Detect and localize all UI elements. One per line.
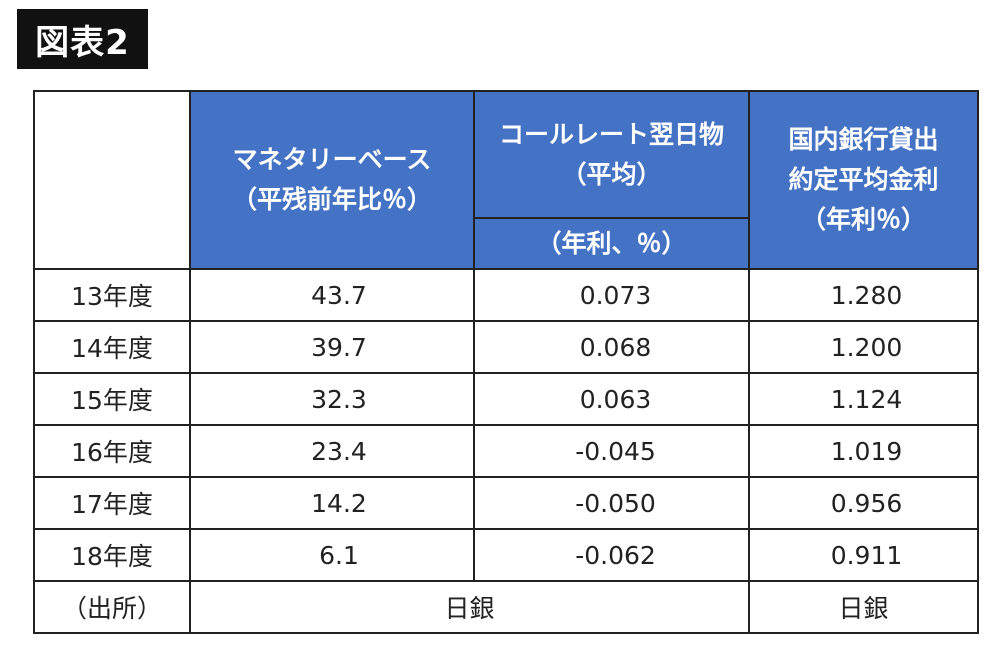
call-rate-cell: 0.073 bbox=[473, 268, 750, 322]
year-cell: 18年度 bbox=[33, 528, 191, 582]
data-table: マネタリーベース （平残前年比％） コールレート翌日物 （平均） 国内銀行貸出 … bbox=[33, 90, 979, 634]
monetary-base-cell: 6.1 bbox=[189, 528, 475, 582]
monetary-base-cell: 39.7 bbox=[189, 320, 475, 374]
source-label-cell: （出所） bbox=[33, 580, 191, 634]
table-row: 14年度 39.7 0.068 1.200 bbox=[33, 320, 979, 374]
call-rate-cell: 0.068 bbox=[473, 320, 750, 374]
monetary-base-cell: 32.3 bbox=[189, 372, 475, 426]
loan-rate-cell: 1.019 bbox=[748, 424, 979, 478]
header-call-rate-unit: （年利、％） bbox=[473, 217, 750, 270]
monetary-base-cell: 14.2 bbox=[189, 476, 475, 530]
table-row: 13年度 43.7 0.073 1.280 bbox=[33, 268, 979, 322]
loan-rate-cell: 1.200 bbox=[748, 320, 979, 374]
year-cell: 16年度 bbox=[33, 424, 191, 478]
table-row: 17年度 14.2 -0.050 0.956 bbox=[33, 476, 979, 530]
year-cell: 13年度 bbox=[33, 268, 191, 322]
call-rate-cell: -0.045 bbox=[473, 424, 750, 478]
figure-label: 図表2 bbox=[17, 9, 148, 69]
year-cell: 14年度 bbox=[33, 320, 191, 374]
call-rate-cell: 0.063 bbox=[473, 372, 750, 426]
source-boj-cell-right: 日銀 bbox=[748, 580, 979, 634]
header-call-rate: コールレート翌日物 （平均） bbox=[473, 90, 750, 219]
year-cell: 15年度 bbox=[33, 372, 191, 426]
table-row: 15年度 32.3 0.063 1.124 bbox=[33, 372, 979, 426]
source-row: （出所） 日銀 日銀 bbox=[33, 580, 979, 634]
header-corner-cell bbox=[33, 90, 191, 270]
monetary-base-cell: 23.4 bbox=[189, 424, 475, 478]
call-rate-cell: -0.062 bbox=[473, 528, 750, 582]
loan-rate-cell: 1.124 bbox=[748, 372, 979, 426]
call-rate-cell: -0.050 bbox=[473, 476, 750, 530]
table-row: 18年度 6.1 -0.062 0.911 bbox=[33, 528, 979, 582]
table-row: 16年度 23.4 -0.045 1.019 bbox=[33, 424, 979, 478]
header-monetary-base: マネタリーベース （平残前年比％） bbox=[189, 90, 475, 270]
loan-rate-cell: 1.280 bbox=[748, 268, 979, 322]
source-boj-cell: 日銀 bbox=[189, 580, 750, 634]
monetary-base-cell: 43.7 bbox=[189, 268, 475, 322]
year-cell: 17年度 bbox=[33, 476, 191, 530]
loan-rate-cell: 0.956 bbox=[748, 476, 979, 530]
loan-rate-cell: 0.911 bbox=[748, 528, 979, 582]
header-loan-rate: 国内銀行貸出 約定平均金利 （年利％） bbox=[748, 90, 979, 270]
